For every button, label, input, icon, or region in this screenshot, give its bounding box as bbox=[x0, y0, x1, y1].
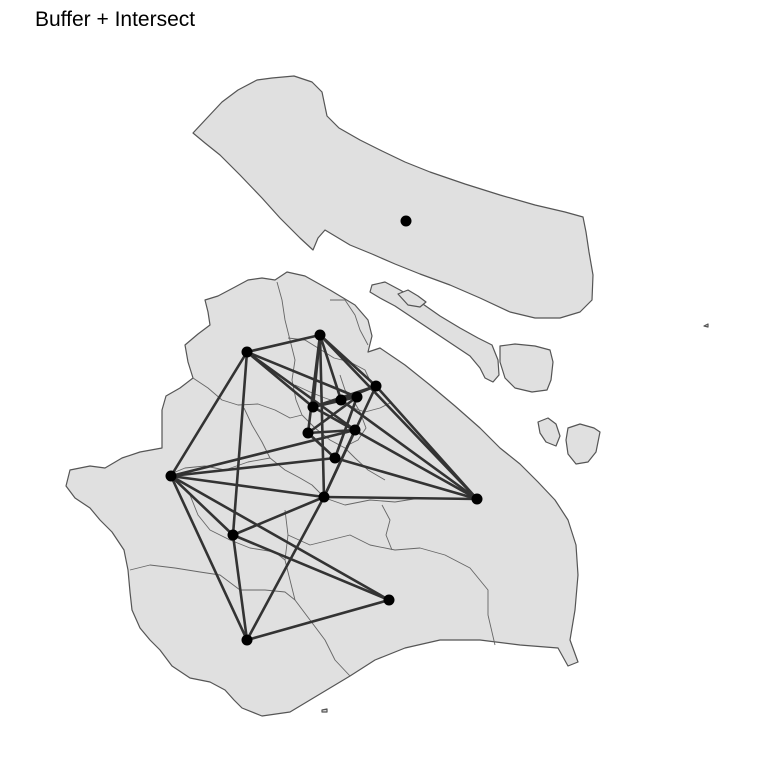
network-edge bbox=[169, 474, 235, 537]
district-boundary bbox=[276, 281, 303, 416]
network-edge bbox=[333, 456, 479, 501]
land-areas bbox=[65, 75, 709, 717]
network-node bbox=[471, 493, 483, 505]
network-node bbox=[307, 401, 319, 413]
network-edge bbox=[231, 533, 249, 642]
district-boundary bbox=[167, 457, 271, 476]
network-node bbox=[241, 634, 253, 646]
network-edge bbox=[245, 598, 391, 642]
network-edge bbox=[374, 384, 479, 501]
network-edge bbox=[169, 350, 249, 478]
network-node bbox=[227, 529, 239, 541]
islet-south bbox=[321, 708, 328, 713]
network-node bbox=[329, 452, 341, 464]
island-east bbox=[499, 343, 554, 393]
network-edge bbox=[245, 495, 326, 642]
island-se-2 bbox=[565, 423, 601, 465]
island-long bbox=[369, 281, 500, 383]
island-small bbox=[397, 289, 427, 308]
district-boundary bbox=[287, 534, 496, 646]
network-edge bbox=[333, 395, 359, 460]
network-edge bbox=[231, 533, 391, 602]
district-boundary bbox=[129, 564, 296, 601]
network-node bbox=[165, 470, 177, 482]
network-edge bbox=[311, 405, 479, 501]
district-boundary bbox=[339, 374, 367, 447]
map-title: Buffer + Intersect bbox=[35, 8, 196, 31]
network-edge bbox=[169, 474, 326, 499]
network-edge bbox=[322, 428, 357, 499]
network-edge bbox=[169, 474, 249, 642]
network-edge bbox=[231, 350, 249, 537]
network-edge bbox=[306, 431, 337, 460]
network-node bbox=[318, 491, 330, 503]
islet-east bbox=[703, 323, 709, 328]
network-edge bbox=[169, 474, 391, 602]
island-se-1 bbox=[537, 417, 561, 447]
network-edge bbox=[318, 333, 343, 402]
network-edge bbox=[322, 495, 479, 501]
network-nodes bbox=[165, 215, 483, 646]
network-edge bbox=[339, 398, 479, 501]
network-edge bbox=[245, 333, 322, 354]
north-island bbox=[192, 75, 594, 319]
network-edge bbox=[306, 428, 357, 435]
network-edge bbox=[245, 350, 357, 432]
network-edge bbox=[231, 495, 326, 537]
network-node bbox=[400, 215, 412, 227]
district-boundary bbox=[381, 504, 393, 551]
network-edge bbox=[318, 333, 326, 499]
network-node bbox=[241, 346, 253, 358]
network-node bbox=[335, 394, 347, 406]
network-node bbox=[349, 424, 361, 436]
network-node bbox=[370, 380, 382, 392]
network-node bbox=[314, 329, 326, 341]
network-edge bbox=[169, 428, 357, 478]
district-boundary bbox=[330, 299, 369, 346]
network-node bbox=[383, 594, 395, 606]
district-boundary bbox=[192, 377, 303, 419]
network-edge bbox=[306, 333, 322, 435]
network-node bbox=[351, 391, 363, 403]
network-edges bbox=[169, 333, 479, 642]
network-edge bbox=[306, 395, 359, 435]
network-node bbox=[302, 427, 314, 439]
network-edge bbox=[169, 456, 337, 478]
